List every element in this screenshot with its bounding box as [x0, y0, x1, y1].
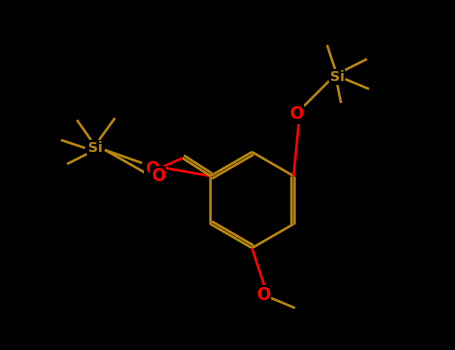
Text: O: O	[289, 105, 303, 123]
Text: O: O	[152, 167, 166, 185]
Text: Si: Si	[330, 70, 344, 84]
Text: O: O	[256, 286, 270, 304]
Text: Si: Si	[88, 141, 102, 155]
Text: O: O	[145, 160, 159, 178]
